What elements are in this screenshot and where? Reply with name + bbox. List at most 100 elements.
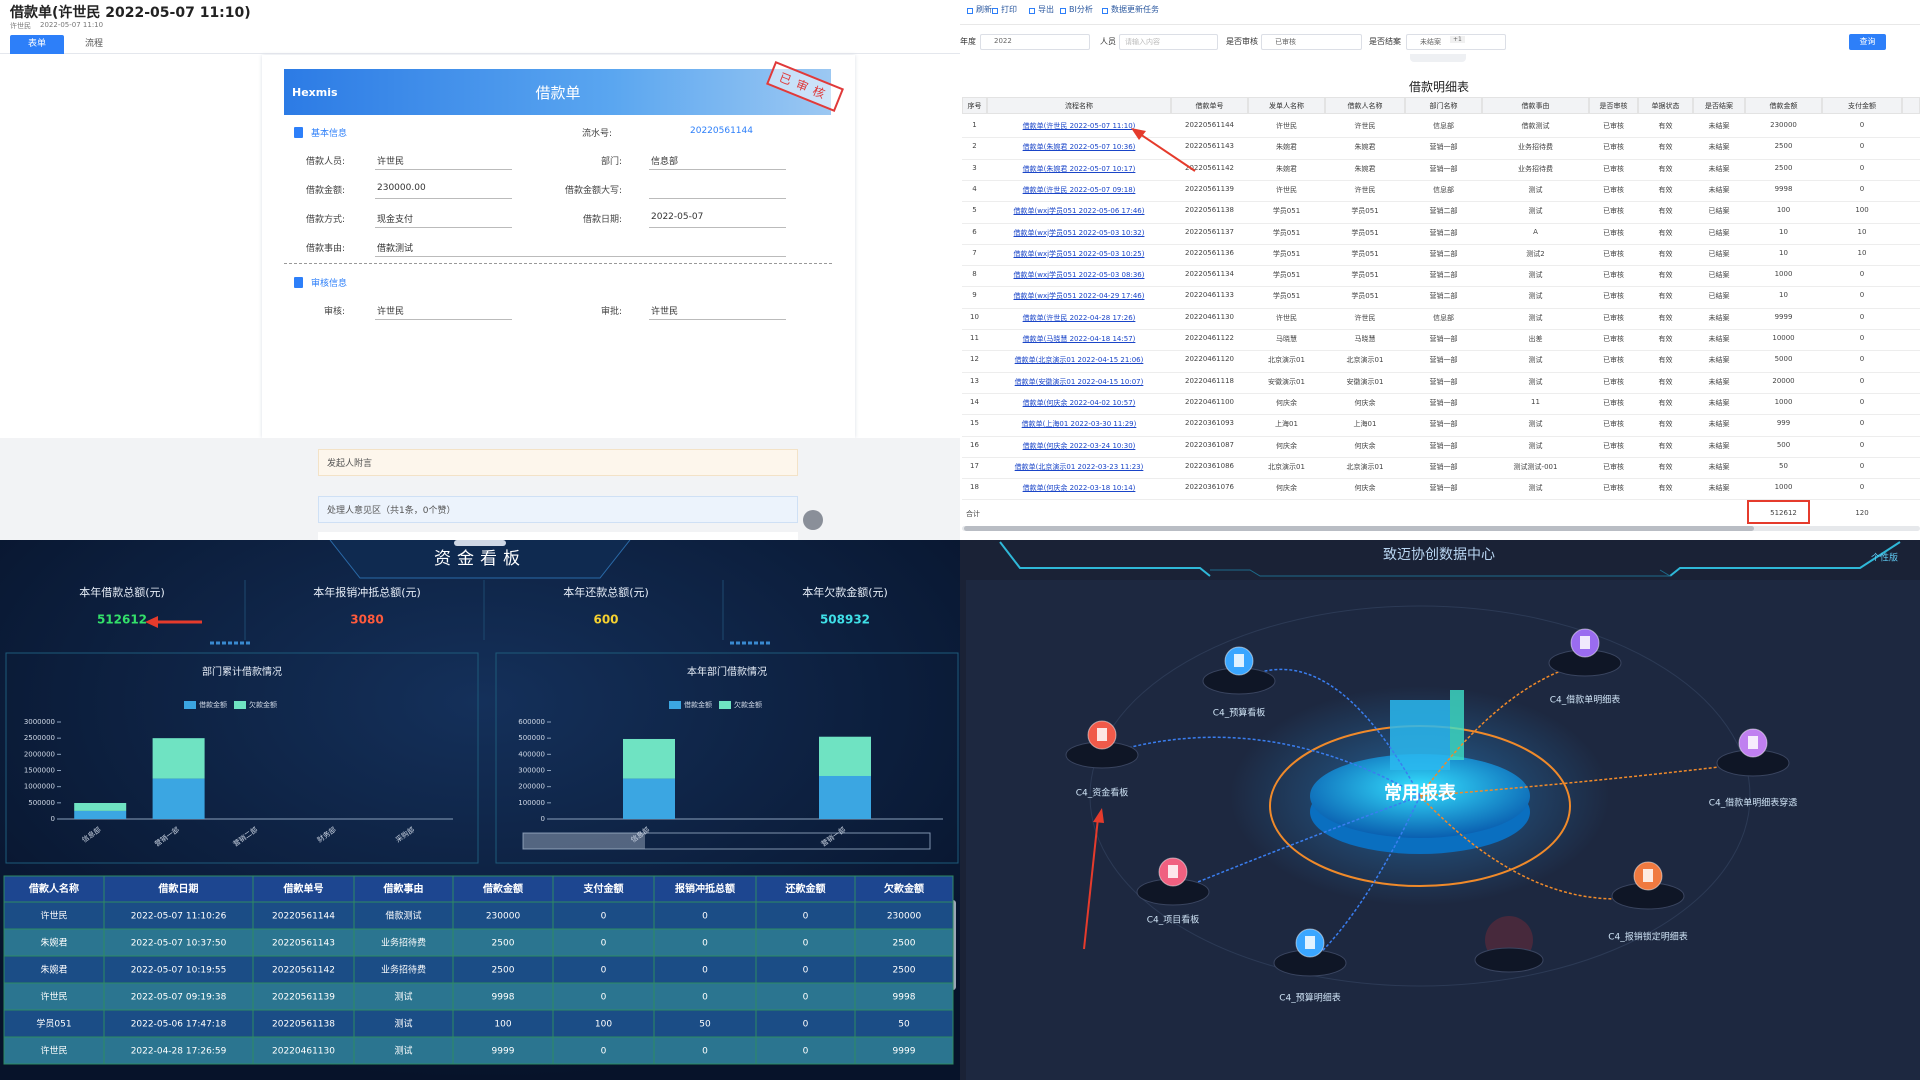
toolbar-button[interactable]: BI分析 <box>1069 5 1093 14</box>
kpi-label: 本年还款总额(元) <box>563 585 649 599</box>
y-tick-label: 0 <box>51 815 55 823</box>
record-link[interactable]: 借款单(何庆余 2022-03-24 10:30) <box>1022 441 1136 450</box>
cell: 10 <box>1857 248 1867 257</box>
kpi-value: 600 <box>593 613 618 627</box>
kpi-label: 本年借款总额(元) <box>79 585 165 599</box>
filter-input[interactable] <box>1119 34 1218 50</box>
record-link[interactable]: 借款单(许世民 2022-04-28 17:26) <box>1022 313 1136 322</box>
field-label: 借款人员: <box>305 157 345 167</box>
cell <box>552 1009 655 1038</box>
toolbar-button[interactable]: 导出 <box>1038 5 1054 14</box>
node-label[interactable]: C4_预算看板 <box>1213 707 1266 719</box>
record-link[interactable]: 借款单(朱婉君 2022-05-07 10:17) <box>1022 164 1136 173</box>
tab[interactable]: 流程 <box>84 39 103 49</box>
cell: 何庆余 <box>1354 484 1376 493</box>
cell <box>252 1009 355 1038</box>
row-line <box>962 307 1920 309</box>
toolbar-button[interactable]: 刷新 <box>976 5 992 14</box>
tab[interactable]: 表单 <box>10 35 64 54</box>
cell <box>854 1009 954 1038</box>
node-label[interactable]: C4_借款单明细表穿透 <box>1709 797 1798 809</box>
bar <box>623 778 675 819</box>
filter-input[interactable] <box>980 34 1090 50</box>
cell: 学员051 <box>1351 292 1379 301</box>
row-line <box>962 329 1920 330</box>
header-cell <box>854 875 954 903</box>
field-underline <box>375 227 512 228</box>
header-cell: 流程名称 <box>987 97 1171 114</box>
cell: 营销二部 <box>1429 228 1458 237</box>
record-link[interactable]: 借款单(何庆余 2022-03-18 10:14) <box>1022 484 1136 493</box>
cell: 学员051 <box>1351 249 1379 258</box>
record-link[interactable]: 借款单(wxj学员051 2022-04-29 17:46) <box>1013 292 1145 301</box>
cell: 已审核 <box>1603 292 1624 301</box>
cell: 有效 <box>1658 207 1673 216</box>
row-line <box>962 286 1920 288</box>
cell: 许世民 <box>1276 185 1297 194</box>
filter-input[interactable] <box>1406 34 1506 50</box>
version-switch[interactable]: 个性版 <box>1871 552 1898 564</box>
y-tick-label: 2000000 <box>24 750 55 758</box>
record-link[interactable]: 借款单(wxj学员051 2022-05-03 10:25) <box>1013 249 1145 258</box>
cell: 有效 <box>1658 377 1673 386</box>
cell: 20000 <box>1772 376 1795 385</box>
header-label: 借款日期 <box>158 882 199 895</box>
zoom-window[interactable] <box>523 833 645 849</box>
header-label: 支付金额 <box>583 882 624 895</box>
toolbar-button[interactable]: 数据更新任务 <box>1111 5 1159 14</box>
record-link[interactable]: 借款单(wxj学员051 2022-05-03 10:32) <box>1013 228 1145 237</box>
serial-value[interactable]: 20220561144 <box>690 126 753 136</box>
cell: 已审核 <box>1603 143 1624 152</box>
record-link[interactable]: 借款单(北京演示01 2022-04-15 21:06) <box>1014 356 1144 365</box>
scrollbar-thumb[interactable] <box>964 526 1754 531</box>
comment-button[interactable] <box>803 510 823 530</box>
link-line <box>1172 795 1421 893</box>
cell: 17 <box>970 461 979 470</box>
record-link[interactable]: 借款单(北京演示01 2022-03-23 11:23) <box>1014 462 1144 471</box>
cell: 20220461130 <box>1185 312 1234 321</box>
record-link[interactable]: 借款单(许世民 2022-05-07 11:10) <box>1022 122 1136 130</box>
cell: 营销一部 <box>1429 143 1458 152</box>
header-cell: 借款金额 <box>1745 97 1822 114</box>
hub-label[interactable]: 常用报表 <box>1384 782 1457 804</box>
cell: 0 <box>1859 121 1865 129</box>
record-link[interactable]: 借款单(安徽演示01 2022-04-15 10:07) <box>1014 377 1144 386</box>
record-link[interactable]: 借款单(马晓慧 2022-04-18 14:57) <box>1022 335 1136 343</box>
cell: 2 <box>972 142 977 151</box>
cell: 已结案 <box>1708 207 1730 216</box>
collapse-tab[interactable] <box>454 540 506 546</box>
node-label[interactable]: C4_报销锁定明细表 <box>1608 931 1688 943</box>
record-link[interactable]: 借款单(许世民 2022-05-07 09:18) <box>1022 185 1136 194</box>
collapse-tab[interactable] <box>1410 54 1466 62</box>
field-underline <box>375 169 512 170</box>
record-link[interactable]: 借款单(wxj学员051 2022-05-03 08:36) <box>1013 271 1145 280</box>
record-link[interactable]: 借款单(朱婉君 2022-05-07 10:36) <box>1022 143 1136 152</box>
search-button[interactable]: 查询 <box>1849 34 1886 50</box>
cell: 100 <box>1855 206 1869 215</box>
cell: 学员051 <box>1351 228 1379 237</box>
record-link[interactable]: 借款单(何庆余 2022-04-02 10:57) <box>1022 398 1136 407</box>
cell: 营销一部 <box>1429 484 1458 493</box>
cell: 安徽演示01 <box>1346 377 1384 386</box>
cell: 测试 <box>1528 271 1543 280</box>
node-label[interactable]: C4_资金看板 <box>1076 787 1129 799</box>
toolbar-button[interactable]: 打印 <box>1001 5 1017 14</box>
filter-input[interactable] <box>1261 34 1362 50</box>
node-label[interactable]: C4_项目看板 <box>1147 914 1200 926</box>
cell: 营销一部 <box>1429 420 1458 429</box>
cell: 何庆余 <box>1276 398 1297 407</box>
cell: 14 <box>970 397 979 406</box>
chart-frame <box>495 652 959 864</box>
cell: 500 <box>1776 440 1791 449</box>
node-label[interactable]: C4_预算明细表 <box>1279 992 1341 1004</box>
cell: 有效 <box>1658 356 1673 365</box>
record-link[interactable]: 借款单(上海01 2022-03-30 11:29) <box>1021 420 1137 429</box>
cell <box>653 955 757 984</box>
node-label[interactable]: C4_借款单明细表 <box>1550 694 1621 706</box>
cell: 2500 <box>1774 163 1793 172</box>
cell: 20220561143 <box>1185 142 1234 151</box>
record-link[interactable]: 借款单(wxj学员051 2022-05-06 17:46) <box>1013 207 1145 216</box>
cell: 有效 <box>1658 122 1673 130</box>
zoom-slider[interactable] <box>522 832 931 850</box>
cell-text: 100 <box>494 1020 511 1030</box>
